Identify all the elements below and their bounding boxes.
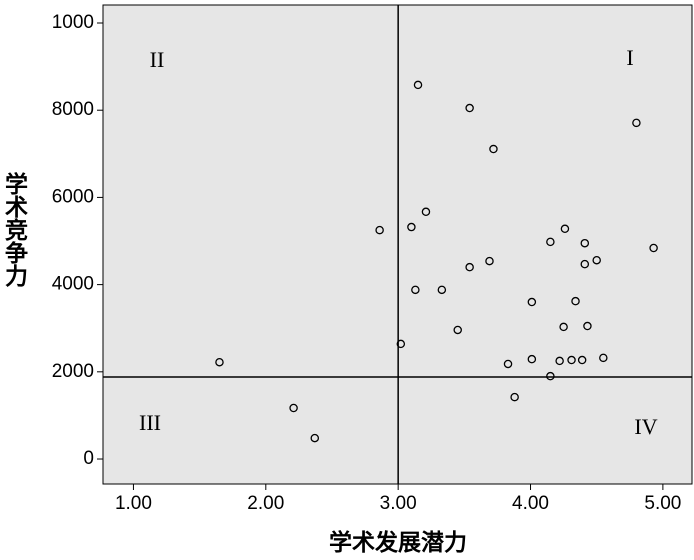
x-axis-title: 学术发展潜力 — [329, 529, 467, 556]
point — [465, 103, 474, 113]
point — [580, 259, 590, 269]
x-tick-label: 4.00 — [512, 493, 549, 514]
point — [215, 357, 224, 367]
point — [510, 392, 519, 402]
point — [375, 225, 384, 235]
point — [577, 355, 587, 365]
point — [546, 237, 555, 247]
point — [583, 321, 592, 331]
point — [580, 238, 590, 248]
point — [599, 353, 608, 363]
point — [421, 207, 431, 217]
quadrant-label: I — [626, 45, 633, 70]
point — [396, 339, 406, 349]
y-tick-label: 8000 — [52, 99, 94, 120]
point — [555, 356, 564, 366]
point — [559, 322, 568, 332]
x-tick-label: 3.00 — [380, 493, 417, 514]
y-tick-label: 4000 — [52, 274, 94, 295]
point — [503, 359, 513, 369]
point — [649, 243, 658, 253]
point — [592, 255, 601, 265]
point — [413, 80, 423, 90]
point — [437, 285, 447, 295]
y-axis-title: 学术竞争力 — [1, 171, 29, 288]
point — [546, 371, 555, 381]
point — [465, 262, 474, 272]
x-tick-label: 1.00 — [115, 493, 152, 514]
y-tick-label: 6000 — [52, 186, 94, 207]
point — [567, 355, 576, 365]
point — [571, 296, 580, 306]
point — [527, 354, 537, 364]
point — [453, 325, 462, 335]
point — [289, 403, 298, 413]
quadrant-label: III — [139, 410, 161, 435]
point — [485, 256, 494, 266]
point — [310, 433, 320, 443]
point — [407, 222, 416, 232]
y-tick-label: 2000 — [52, 361, 94, 382]
y-tick-label: 0 — [83, 448, 94, 469]
point — [632, 118, 641, 128]
x-tick-label: 5.00 — [644, 493, 681, 514]
x-tick-label: 2.00 — [247, 493, 284, 514]
point — [489, 144, 498, 154]
point — [411, 285, 420, 295]
quadrant-label: II — [150, 47, 165, 72]
quadrant-label: IV — [634, 414, 657, 439]
y-tick-label: 1000 — [52, 12, 94, 33]
point — [527, 297, 537, 307]
point — [560, 224, 570, 234]
